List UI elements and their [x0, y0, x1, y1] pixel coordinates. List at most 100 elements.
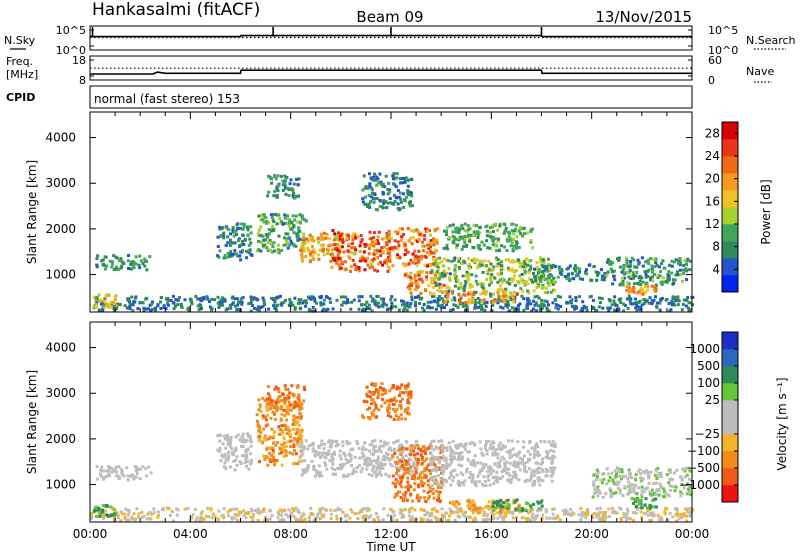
echo-cell	[264, 238, 268, 242]
echo-cell	[581, 308, 585, 312]
echo-cell	[640, 485, 644, 489]
echo-cell	[545, 264, 549, 268]
echo-cell	[387, 232, 391, 235]
echo-cell	[111, 507, 115, 511]
echo-cell	[98, 308, 102, 312]
echo-cell	[145, 517, 149, 521]
echo-cell	[409, 449, 413, 453]
echo-cell	[623, 272, 626, 276]
echo-cell	[413, 482, 417, 486]
echo-cell	[635, 304, 639, 307]
echo-cell	[287, 428, 291, 432]
echo-cell	[471, 499, 475, 503]
echo-cell	[399, 480, 403, 484]
echo-cell	[340, 232, 344, 236]
echo-cell	[514, 223, 518, 227]
echo-cell	[147, 307, 150, 311]
echo-cell	[544, 456, 548, 459]
echo-cell	[283, 213, 287, 217]
echo-cell	[265, 235, 269, 239]
echo-cell	[257, 214, 261, 218]
echo-cell	[403, 496, 407, 500]
echo-cell	[256, 305, 260, 309]
echo-cell	[159, 307, 163, 310]
echo-cell	[319, 244, 323, 248]
echo-cell	[654, 492, 658, 496]
echo-cell	[391, 174, 395, 178]
echo-cell	[435, 257, 439, 260]
echo-cell	[385, 399, 389, 403]
echo-cell	[654, 469, 658, 473]
echo-cell	[282, 437, 286, 441]
echo-cell	[438, 277, 441, 281]
echo-cell	[556, 303, 560, 307]
echo-cell	[272, 194, 276, 198]
echo-cell	[450, 452, 454, 456]
echo-cell	[551, 508, 555, 511]
echo-cell	[603, 516, 607, 520]
echo-cell	[519, 287, 523, 291]
echo-cell	[370, 263, 374, 267]
echo-cell	[414, 262, 418, 266]
echo-cell	[683, 259, 687, 262]
echo-cell	[689, 493, 693, 497]
echo-cell	[440, 447, 444, 451]
echo-cell	[121, 261, 125, 265]
echo-cell	[404, 384, 407, 388]
echo-cell	[344, 260, 347, 264]
echo-cell	[539, 257, 543, 261]
echo-cell	[188, 297, 192, 301]
echo-cell	[618, 491, 622, 495]
echo-cell	[506, 509, 510, 513]
echo-cell	[374, 178, 377, 182]
echo-cell	[496, 301, 500, 305]
echo-cell	[532, 473, 536, 477]
echo-cell	[266, 413, 270, 417]
echo-cell	[114, 267, 118, 271]
echo-cell	[505, 249, 509, 252]
echo-cell	[226, 510, 230, 514]
echo-cell	[136, 307, 140, 311]
echo-cell	[451, 289, 455, 293]
echo-cell	[402, 192, 405, 196]
echo-cell	[511, 447, 515, 451]
echo-cell	[303, 468, 307, 472]
echo-cell	[104, 469, 108, 473]
echo-cell	[354, 268, 358, 272]
echo-cell	[406, 476, 410, 480]
echo-cell	[380, 246, 384, 250]
echo-cell	[669, 308, 673, 312]
echo-cell	[313, 309, 317, 313]
echo-cell	[269, 176, 273, 180]
echo-cell	[529, 518, 532, 522]
echo-cell	[273, 213, 277, 216]
echo-cell	[484, 225, 488, 229]
echo-cell	[244, 516, 248, 520]
echo-cell	[468, 237, 472, 241]
echo-cell	[287, 400, 291, 404]
echo-cell	[648, 519, 652, 523]
echo-cell	[491, 230, 495, 233]
echo-cell	[539, 275, 543, 279]
echo-cell	[276, 397, 280, 401]
echo-cell	[456, 510, 460, 514]
echo-cell	[445, 480, 449, 484]
echo-cell	[282, 518, 286, 522]
echo-cell	[376, 396, 380, 400]
echo-cell	[575, 266, 579, 270]
echo-cell	[686, 306, 690, 310]
echo-cell	[453, 468, 457, 472]
echo-cell	[436, 447, 440, 451]
echo-cell	[487, 517, 491, 521]
echo-cell	[420, 456, 424, 459]
echo-cell	[257, 398, 261, 402]
echo-cell	[482, 302, 486, 306]
echo-cell	[172, 301, 176, 305]
echo-cell	[266, 463, 270, 467]
echo-cell	[656, 466, 660, 470]
echo-cell	[249, 295, 253, 299]
echo-cell	[502, 457, 506, 461]
echo-cell	[659, 297, 663, 301]
echo-cell	[509, 244, 513, 248]
echo-cell	[357, 269, 361, 273]
